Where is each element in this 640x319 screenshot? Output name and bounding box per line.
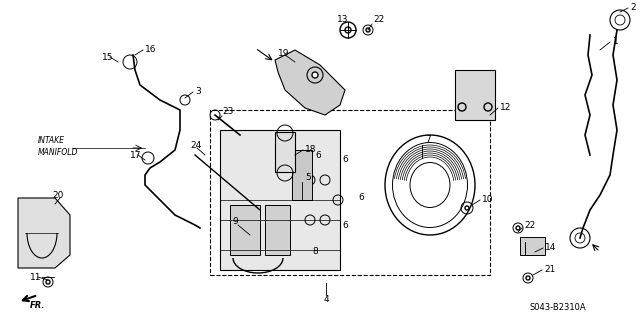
Text: 15: 15	[102, 53, 113, 62]
Bar	[230, 205, 260, 255]
Text: 5: 5	[305, 174, 311, 182]
Text: 22: 22	[373, 16, 384, 25]
Circle shape	[312, 72, 318, 78]
Text: 12: 12	[500, 103, 511, 113]
Bar	[275, 132, 295, 172]
Text: 20: 20	[52, 190, 63, 199]
Polygon shape	[18, 198, 70, 268]
Polygon shape	[275, 50, 345, 115]
Text: 6: 6	[315, 151, 321, 160]
Bar	[210, 110, 490, 275]
Text: FR.: FR.	[30, 301, 45, 310]
Text: 22: 22	[524, 220, 535, 229]
Text: 14: 14	[545, 243, 556, 253]
Text: 13: 13	[337, 16, 349, 25]
Text: 16: 16	[145, 46, 157, 55]
Text: 9: 9	[232, 218, 237, 226]
Bar	[292, 150, 312, 200]
Text: 2: 2	[630, 4, 636, 12]
Text: 8: 8	[312, 248, 317, 256]
Circle shape	[366, 28, 370, 32]
Bar	[520, 237, 545, 255]
Text: 7: 7	[425, 136, 431, 145]
Text: 17: 17	[130, 151, 141, 160]
Circle shape	[526, 276, 530, 280]
Text: 24: 24	[190, 140, 201, 150]
Text: 6: 6	[342, 155, 348, 165]
Text: 23: 23	[222, 108, 234, 116]
Text: 11: 11	[30, 272, 42, 281]
Text: 10: 10	[482, 196, 493, 204]
Text: 3: 3	[195, 87, 201, 97]
Text: 6: 6	[358, 194, 364, 203]
Circle shape	[465, 206, 469, 210]
Circle shape	[46, 280, 50, 284]
Text: MANIFOLD: MANIFOLD	[38, 148, 78, 157]
Bar	[265, 205, 290, 255]
Bar	[455, 70, 495, 120]
Text: 21: 21	[544, 265, 556, 275]
Text: 18: 18	[305, 145, 317, 154]
Bar	[220, 130, 340, 270]
Text: 19: 19	[278, 48, 289, 57]
Text: 4: 4	[323, 295, 329, 305]
Text: INTAKE: INTAKE	[38, 136, 65, 145]
Text: 1: 1	[613, 38, 619, 47]
Circle shape	[516, 226, 520, 230]
Text: S043-B2310A: S043-B2310A	[530, 303, 587, 312]
Circle shape	[345, 27, 351, 33]
Text: 6: 6	[342, 220, 348, 229]
